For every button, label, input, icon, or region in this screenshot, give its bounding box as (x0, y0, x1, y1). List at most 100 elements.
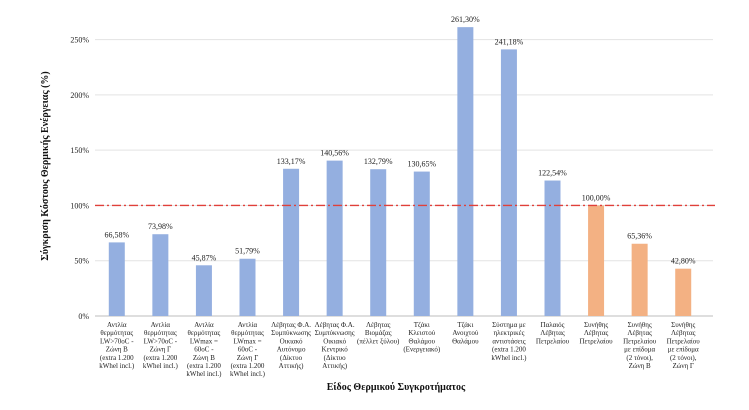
category-label-line: Λέβητας (627, 329, 652, 337)
category-label: Παλαιός Λέβητας Πετρελαίου (536, 321, 570, 345)
category-label-line: Βιομάζας (365, 329, 392, 337)
y-tick-label: 0% (78, 312, 89, 321)
bar (457, 27, 474, 317)
data-label: 66,58% (104, 230, 129, 239)
data-label: 100,00% (582, 193, 611, 202)
bar (675, 268, 692, 316)
category-label-line: Λέβητας (671, 329, 696, 337)
data-label: 140,56% (320, 149, 349, 158)
category-label: Λέβητας Φ.Α. Συμπύκνωσης Οικιακό Κεντρικό (Δ… (315, 321, 355, 370)
x-axis-title: Είδος Θερμικού Συγκροτήματος (327, 381, 466, 393)
category-label-line: θερμότητας (188, 329, 221, 337)
category-label-line: Λέβητας (584, 329, 609, 337)
data-label: 65,36% (627, 232, 652, 241)
category-label-line: Πετρελαίου (536, 337, 570, 345)
data-label: 241,18% (495, 37, 524, 46)
category-label-line: LWmax = (233, 337, 261, 345)
category-label-line: LW>70oC - (144, 337, 178, 345)
category-label-line: αντιστάσεις (492, 337, 525, 345)
category-label-line: Κλειστού (408, 329, 435, 337)
category-label: Αντλία θερμότητας LWmax = 60oC -Ζώνη Γ (extr… (230, 321, 266, 378)
category-label-line: Λέβητας Φ.Α. (315, 321, 355, 329)
category-label-line: Αυτόνομο (277, 346, 306, 354)
category-label-line: (extra 1.200 (100, 354, 134, 362)
data-label: 73,98% (148, 222, 173, 231)
category-label-line: kWhel incl.) (143, 362, 179, 370)
data-label: 42,80% (671, 257, 696, 266)
bar (588, 205, 605, 316)
category-label-line: Ζώνη Β (193, 354, 215, 362)
category-label-line: kWhel incl.) (99, 362, 135, 370)
y-tick-label: 50% (74, 257, 89, 266)
category-label: Αντλία θερμότητας LW>70oC -Ζώνη Γ (extra 1.… (143, 321, 179, 370)
category-label: Λέβητας Φ.Α. Συμπύκνωσης Οικιακό Αυτόνομο (Δ… (271, 321, 311, 370)
category-label-line: Αντλία (238, 321, 258, 329)
category-label-line: ηλεκτρικές (493, 329, 524, 337)
category-label-line: (extra 1.200 (143, 354, 177, 362)
y-tick-label: 250% (70, 36, 89, 45)
category-label-line: θερμότητας (144, 329, 177, 337)
category-label-line: Σύστημα με (492, 321, 526, 329)
category-label-line: Συμπύκνωσης (315, 329, 355, 337)
category-label-line: Οικιακό (280, 337, 303, 345)
data-label: 45,87% (192, 253, 217, 262)
data-label: 51,79% (235, 247, 260, 256)
category-label-line: Συνήθης (671, 321, 695, 329)
category-label-line: Αττικής) (279, 362, 305, 370)
category-label-line: Πετρελαίου (623, 337, 657, 345)
category-label-line: (Δίκτυο (280, 354, 303, 362)
category-label-line: Λέβητας Φ.Α. (271, 321, 311, 329)
category-label-line: kWhel incl.) (491, 354, 527, 362)
data-label: 261,30% (451, 15, 480, 24)
bar (195, 265, 212, 316)
category-label: Αντλία θερμότητας LW>70oC -Ζώνη Β (extra 1.… (99, 321, 135, 370)
bar (152, 234, 169, 316)
category-label-line: Κεντρικό (322, 346, 349, 354)
bar (544, 180, 561, 316)
data-label: 122,54% (538, 169, 567, 178)
category-labels: Αντλία θερμότητας LW>70oC -Ζώνη Β (extra 1.… (99, 321, 700, 378)
category-label-line: Λέβητας (540, 329, 565, 337)
bar (283, 168, 300, 316)
category-label-line: Θαλάμου (452, 337, 479, 345)
category-label-line: Ζώνη Γ (672, 362, 694, 370)
category-label-line: Ζώνη Γ (237, 354, 259, 362)
y-tick-label: 200% (70, 91, 89, 100)
category-label-line: Αντλία (151, 321, 171, 329)
category-label-line: Πετρελαίου (579, 337, 613, 345)
category-label-line: Αντλία (107, 321, 127, 329)
category-label-line: Λέβητας (366, 321, 391, 329)
bar (326, 160, 343, 316)
y-tick-label: 100% (70, 201, 89, 210)
category-label-line: (Δίκτυο (324, 354, 347, 362)
category-label-line: LWmax = (190, 337, 218, 345)
category-label: Τζάκι Ανοιχτού Θαλάμου (452, 321, 479, 345)
category-label-line: Τζάκι (457, 321, 473, 329)
category-label-line: θερμότητας (100, 329, 133, 337)
category-label: Συνήθης Λέβητας Πετρελαίου με επίδομα (2 τόν… (623, 321, 657, 370)
category-label-line: Συνήθης (628, 321, 652, 329)
bar (631, 243, 648, 316)
category-label-line: Πετρελαίου (667, 337, 701, 345)
category-label-line: Ζώνη Β (629, 362, 651, 370)
bar (500, 49, 517, 316)
category-label-line: με επίδομα (624, 346, 655, 354)
category-label: Αντλία θερμότητας LWmax = 60oC -Ζώνη Β (extr… (186, 321, 222, 378)
category-label-line: Τζάκι (414, 321, 430, 329)
category-label-line: (2 τόνοι), (626, 354, 653, 362)
category-label: Σύστημα με ηλεκτρικές αντιστάσεις (extra 1.… (491, 321, 527, 362)
category-label-line: LW>70oC - (100, 337, 134, 345)
category-label-line: (πέλλετ ξύλου) (357, 337, 400, 345)
category-label: Συνήθης Λέβητας Πετρελαίου με επίδομα (2 τόν… (667, 321, 701, 370)
category-label-line: (2 τόνοι), (670, 354, 697, 362)
category-label-line: Ζώνη Γ (150, 346, 172, 354)
category-label-line: Αντλία (194, 321, 214, 329)
category-label-line: 60oC - (194, 346, 214, 354)
data-label: 130,65% (407, 160, 436, 169)
category-label-line: Συνήθης (584, 321, 608, 329)
category-label-line: Οικιακό (323, 337, 346, 345)
category-label: Συνήθης Λέβητας Πετρελαίου (579, 321, 613, 345)
category-label-line: (Ενεργειακό) (403, 346, 441, 354)
category-label-line: 60oC - (238, 346, 258, 354)
